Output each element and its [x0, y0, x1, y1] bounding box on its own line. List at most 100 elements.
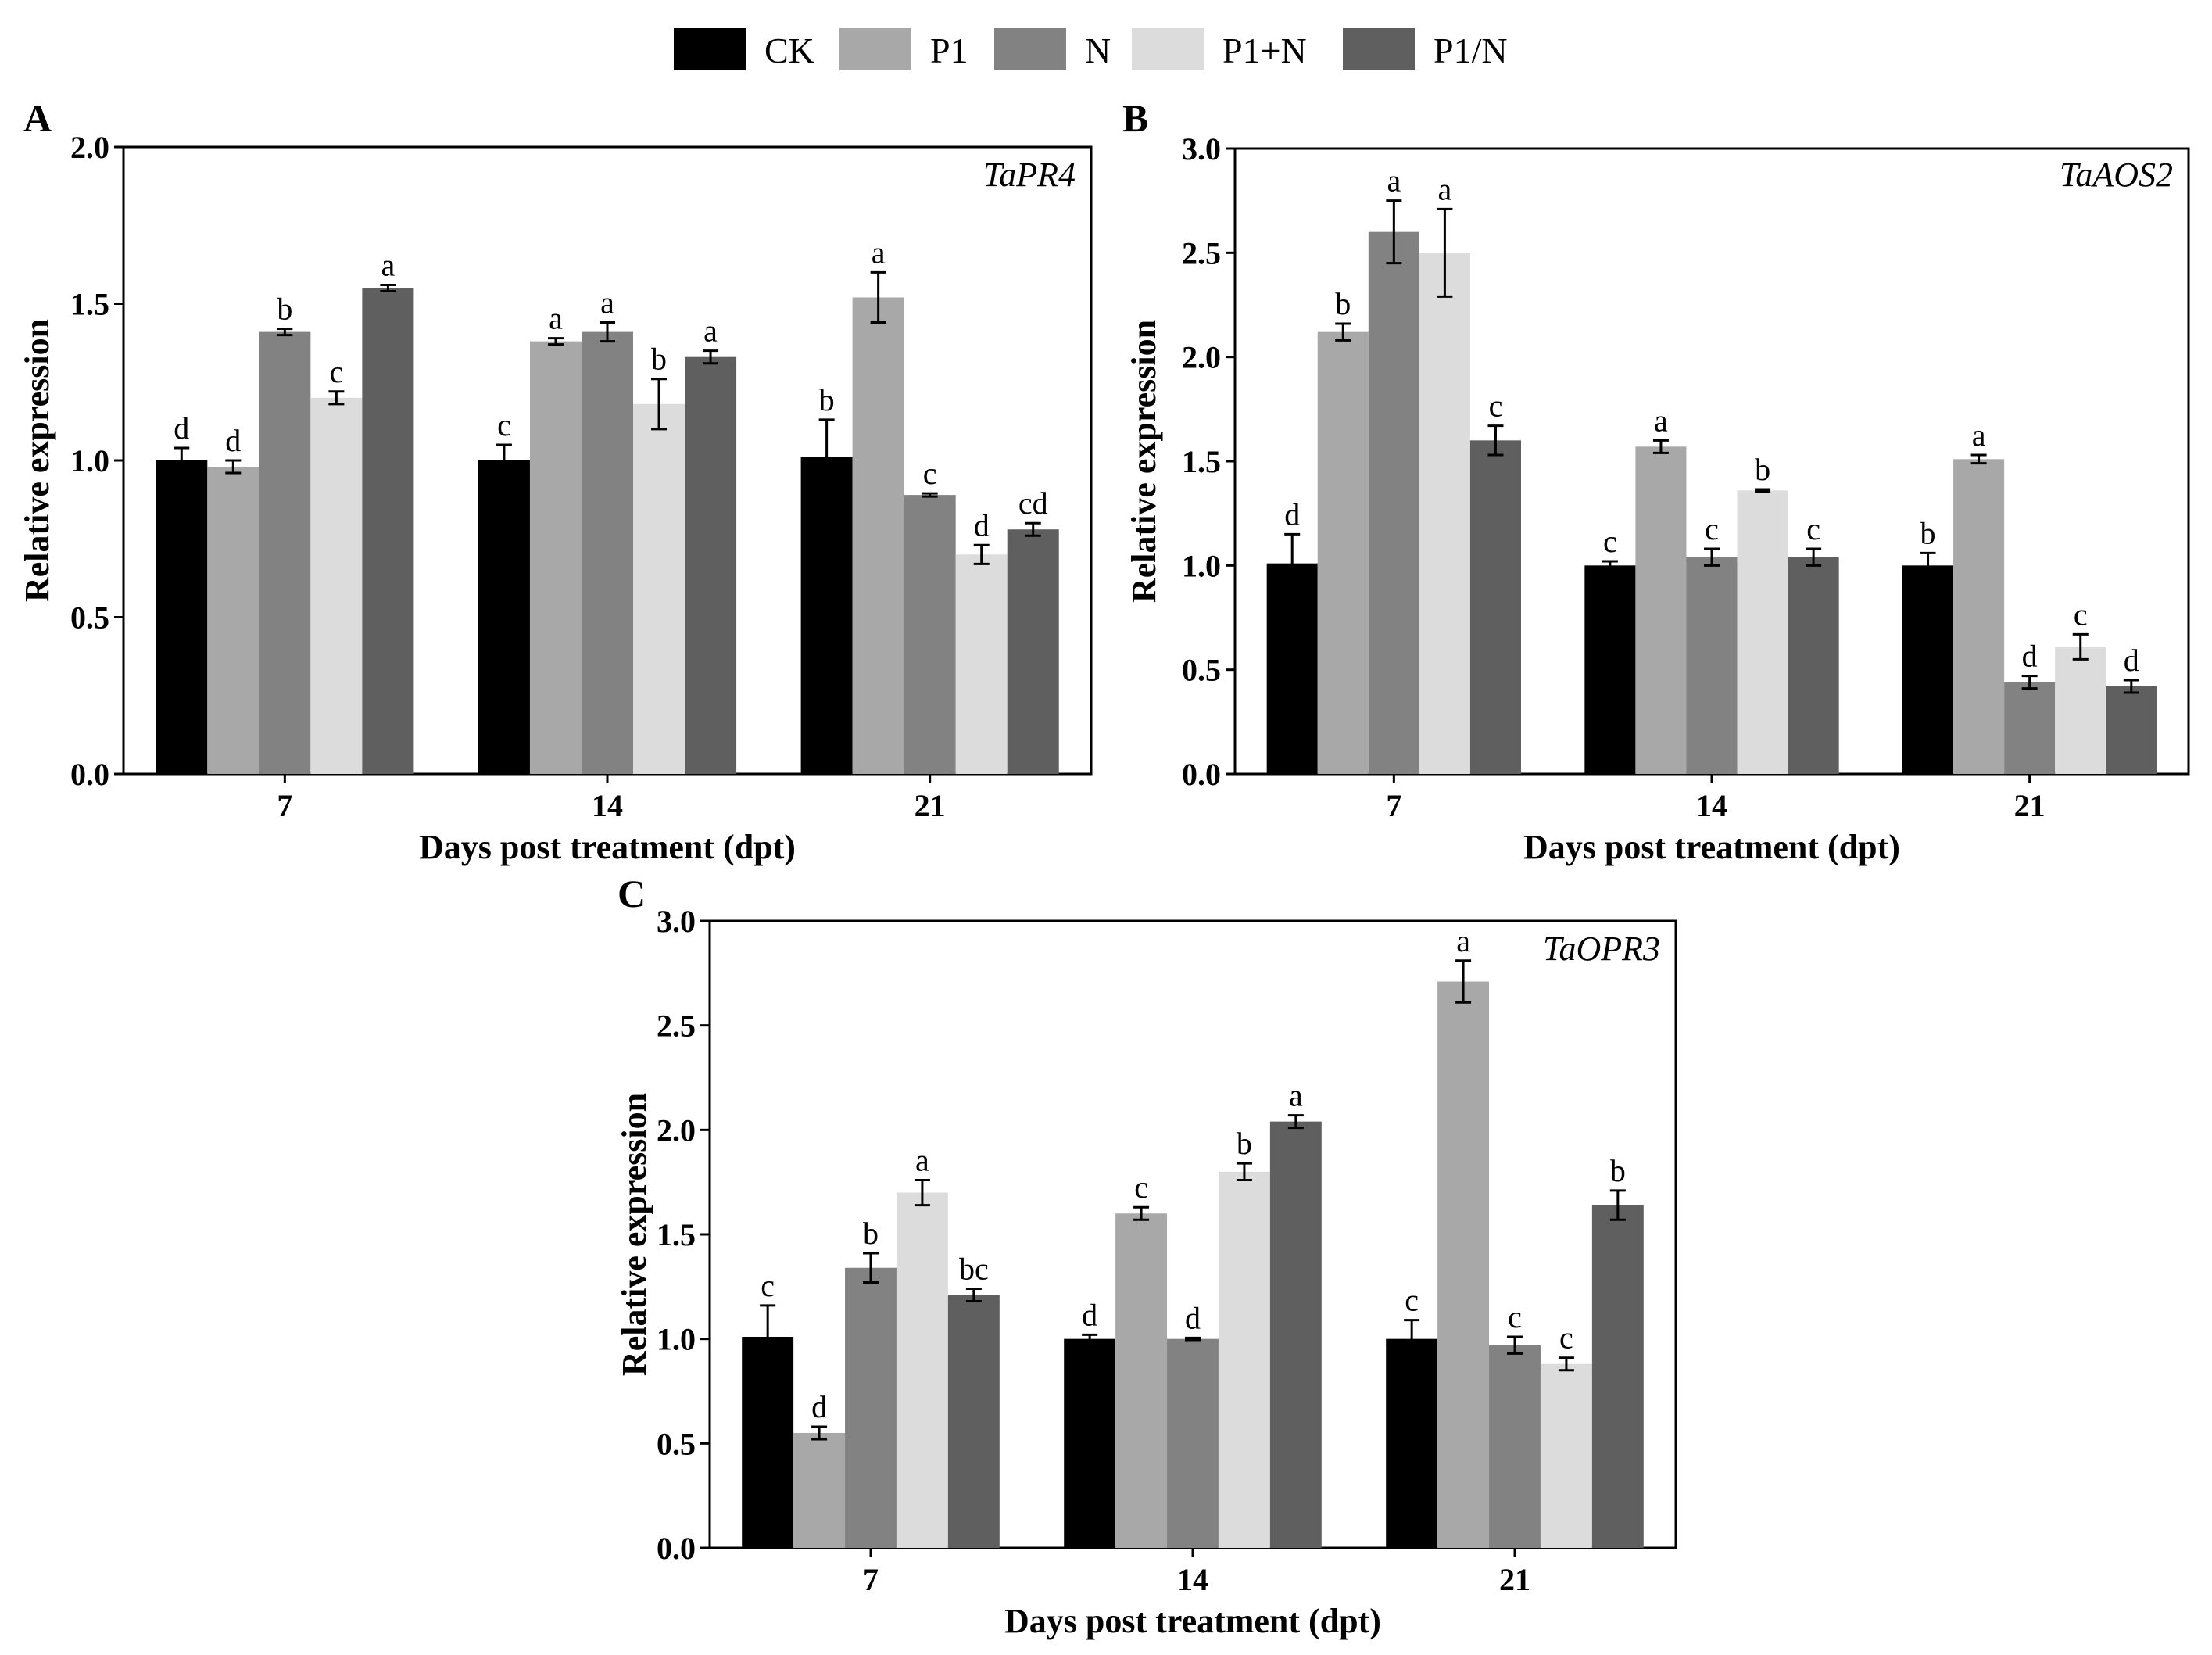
bar [478, 460, 530, 774]
bar [2055, 647, 2106, 774]
bar-group-ck-14: c [1584, 524, 1636, 774]
bar [310, 397, 363, 774]
significance-label: d [174, 410, 189, 446]
bar [955, 554, 1008, 774]
bar [1218, 1171, 1270, 1548]
panel-c: C 0.0 0.5 1.0 1.5 2.0 2.5 3.0 Relative expressio… [615, 872, 1677, 1640]
y-tick-label: 0.0 [70, 757, 109, 792]
bar [581, 331, 634, 775]
bar-group-p1-14: c [1115, 1170, 1168, 1548]
y-tick-label: 3.0 [657, 904, 696, 939]
significance-label: a [1456, 923, 1470, 958]
bar [947, 1295, 1000, 1548]
bar [1115, 1213, 1168, 1548]
legend-swatch [674, 28, 746, 70]
bar-group-p1-21: a [1437, 923, 1490, 1548]
significance-label: d [225, 423, 241, 458]
legend: CK P1 N P1+N P1/N [674, 28, 1508, 70]
x-tick-label: 14 [592, 788, 623, 823]
y-tick-label: 2.0 [657, 1112, 696, 1148]
bar-group-p1-21: a [1953, 417, 2005, 774]
y-tick-label: 0.5 [657, 1426, 696, 1461]
bar-group-p1-n-21: b [1591, 1153, 1644, 1548]
y-tick-label: 2.0 [70, 130, 109, 165]
bar [845, 1267, 897, 1548]
bar-group-p1-n-14: a [1269, 1078, 1322, 1548]
bar-group-p1-n-14: a [685, 313, 737, 774]
y-tick-label: 1.0 [70, 443, 109, 478]
significance-label: cd [1018, 485, 1048, 521]
panel-a: A 0.0 0.5 1.0 1.5 2.0 Relative expression TaPR4… [18, 96, 1093, 866]
bar [1489, 1345, 1541, 1548]
significance-label: c [1559, 1320, 1573, 1356]
significance-label: a [549, 301, 563, 336]
bar [529, 341, 582, 774]
y-tick-label: 0.0 [657, 1531, 696, 1566]
panel-letter: B [1122, 96, 1148, 140]
bar [904, 495, 956, 774]
bar [1591, 1205, 1644, 1548]
x-tick-label: 14 [1177, 1562, 1208, 1597]
significance-label: c [329, 354, 343, 389]
x-axis-title: Days post treatment (dpt) [419, 828, 796, 866]
y-tick-label: 3.0 [1182, 131, 1221, 167]
bar [1167, 1338, 1219, 1548]
x-axis-title: Days post treatment (dpt) [1004, 1602, 1381, 1640]
gene-label: TaAOS2 [2060, 156, 2173, 194]
bar [1953, 459, 2005, 774]
bar [793, 1432, 846, 1548]
bar [2004, 682, 2056, 774]
significance-label: c [2074, 596, 2088, 632]
significance-label: d [1284, 496, 1300, 532]
legend-label: P1+N [1222, 30, 1307, 70]
significance-label: d [1082, 1297, 1097, 1332]
y-tick-label: 1.0 [1182, 548, 1221, 583]
bar [362, 288, 414, 774]
bar [2106, 686, 2157, 774]
legend-swatch [1132, 28, 1204, 70]
bar [633, 403, 685, 774]
bar [1419, 253, 1470, 774]
legend-label: P1 [930, 30, 968, 70]
y-tick-label: 2.0 [1182, 340, 1221, 375]
bar-group-p1-n-21: c [1540, 1320, 1592, 1548]
bar [1368, 231, 1419, 775]
significance-label: b [1237, 1126, 1252, 1161]
bar-group-p1-n-14: b [633, 342, 685, 774]
bar-group-p1-n-7: c [310, 354, 363, 774]
bar-group-n-7: b [259, 292, 311, 775]
bar-group-p1-7: d [793, 1389, 846, 1548]
gene-label: TaOPR3 [1543, 930, 1660, 968]
legend-label: CK [764, 30, 814, 70]
bar-group-ck-14: d [1064, 1297, 1116, 1548]
y-axis-title: Relative expression [18, 319, 56, 602]
gene-label: TaPR4 [983, 156, 1076, 194]
significance-label: c [761, 1268, 775, 1303]
bar-group-p1-14: a [1635, 403, 1687, 774]
significance-label: c [1405, 1283, 1419, 1318]
significance-label: d [974, 507, 990, 543]
x-tick-label: 21 [915, 788, 946, 823]
significance-label: b [1335, 286, 1351, 321]
legend-swatch [1343, 28, 1415, 70]
bar-group-p1-14: a [529, 301, 582, 774]
legend-label: N [1085, 30, 1111, 70]
significance-label: a [600, 285, 614, 321]
significance-label: a [1972, 417, 1986, 453]
significance-label: d [2124, 643, 2139, 678]
bar-group-p1-n-7: a [896, 1142, 948, 1548]
y-tick-label: 2.5 [657, 1008, 696, 1044]
bar [1584, 565, 1636, 774]
significance-label: b [1755, 452, 1770, 487]
significance-label: a [1387, 163, 1401, 199]
y-tick-label: 0.0 [1182, 757, 1221, 792]
bar-group-n-14: d [1167, 1300, 1219, 1548]
significance-label: a [1438, 171, 1452, 206]
bar-group-p1-n-7: a [1419, 171, 1470, 774]
significance-label: c [923, 456, 937, 491]
bar [1686, 557, 1738, 774]
bar [1737, 490, 1788, 774]
bar-group-p1-n-14: b [1737, 452, 1788, 774]
bar [1266, 563, 1318, 774]
